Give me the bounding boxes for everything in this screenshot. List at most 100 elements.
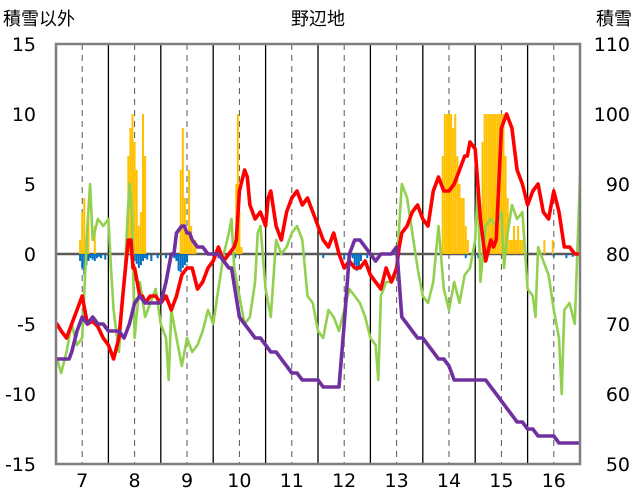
bar-blue — [552, 254, 555, 257]
bar-blue — [81, 254, 84, 268]
bar-blue — [91, 254, 94, 260]
y-tick-left: 0 — [24, 244, 36, 266]
x-tick: 8 — [129, 470, 141, 492]
bar-blue — [95, 254, 98, 259]
bar-blue — [601, 254, 603, 257]
bar-orange — [492, 114, 495, 254]
bar-orange — [131, 114, 134, 254]
bar-blue — [141, 254, 144, 261]
bar-blue — [87, 254, 90, 261]
bar-orange — [83, 198, 86, 254]
bar-orange — [445, 114, 448, 254]
bar-orange — [87, 212, 90, 254]
y-tick-left: -5 — [17, 314, 36, 336]
bar-blue — [477, 254, 480, 259]
bar-orange — [240, 247, 243, 254]
y-tick-right: 110 — [594, 34, 630, 56]
bar-blue — [343, 254, 346, 260]
plot-frame — [54, 42, 582, 466]
bar-blue — [357, 254, 360, 268]
bar-orange — [597, 114, 599, 254]
bar-blue — [183, 254, 186, 266]
bar-blue — [186, 254, 188, 263]
bar-orange — [521, 240, 524, 254]
bar-blue — [100, 254, 103, 259]
bar-orange — [448, 114, 450, 254]
chart-title: 野辺地 — [291, 9, 345, 30]
bar-orange — [93, 226, 96, 254]
bar-blue — [571, 254, 574, 257]
bar-orange — [238, 212, 241, 254]
bar-blue — [83, 254, 86, 275]
bar-blue — [137, 254, 140, 268]
bar-orange — [489, 114, 492, 254]
x-tick: 7 — [76, 470, 88, 492]
bar-orange — [456, 156, 459, 254]
bar-blue — [133, 254, 136, 261]
bar-orange — [133, 142, 136, 254]
y-tick-left: 15 — [12, 34, 36, 56]
bar-blue — [179, 254, 182, 273]
bar-orange — [487, 114, 490, 254]
bar-orange — [512, 226, 515, 254]
bar-orange — [139, 212, 142, 254]
bar-orange — [452, 128, 455, 254]
bar-orange — [144, 156, 147, 254]
bar-blue — [165, 254, 168, 259]
y-tick-left: 5 — [24, 174, 36, 196]
bar-blue — [89, 254, 92, 259]
bar-blue — [173, 254, 176, 259]
bar-orange — [460, 198, 463, 254]
bar-orange — [510, 240, 513, 254]
series-line-purple — [56, 224, 580, 445]
bar-orange — [515, 240, 518, 254]
bar-orange — [517, 226, 520, 254]
bar-blue — [234, 254, 237, 259]
bar-orange — [591, 240, 593, 254]
y-tick-left: 10 — [12, 104, 36, 126]
x-tick: 13 — [385, 470, 409, 492]
bar-blue — [139, 254, 142, 266]
bar-orange — [450, 114, 453, 254]
bar-orange — [466, 240, 469, 254]
y-tick-right: 70 — [606, 314, 630, 336]
bar-blue — [150, 254, 153, 261]
bar-blue — [322, 254, 325, 259]
bar-blue — [97, 254, 100, 257]
bar-orange — [502, 114, 505, 254]
bar-orange — [500, 114, 503, 254]
bar-orange — [188, 170, 191, 254]
series-line-red — [56, 112, 580, 361]
x-tick: 10 — [227, 470, 251, 492]
bar-orange — [595, 142, 597, 254]
bar-orange — [181, 128, 184, 254]
bar-blue — [351, 254, 354, 259]
bar-orange — [458, 184, 461, 254]
bar-orange — [483, 114, 486, 254]
bar-orange — [603, 240, 605, 254]
y-tick-right: 50 — [606, 454, 630, 476]
bar-orange — [141, 114, 144, 254]
bar-orange — [81, 212, 84, 254]
x-tick: 11 — [280, 470, 304, 492]
x-tick: 9 — [181, 470, 193, 492]
bar-orange — [551, 240, 554, 254]
y-tick-right: 60 — [606, 384, 630, 406]
x-tick: 12 — [332, 470, 356, 492]
x-tick: 16 — [542, 470, 566, 492]
bar-orange — [462, 198, 465, 254]
bar-blue — [565, 254, 568, 259]
bar-blue — [79, 254, 82, 261]
bar-blue — [464, 254, 467, 259]
bar-blue — [104, 254, 107, 260]
bar-blue — [366, 254, 369, 259]
bar-orange — [481, 142, 484, 254]
bar-orange — [586, 240, 588, 254]
bar-orange — [504, 156, 507, 254]
bar-orange — [601, 212, 603, 254]
bar-orange — [599, 170, 601, 254]
bar-blue — [355, 254, 358, 271]
bar-orange — [464, 226, 467, 254]
bar-orange — [236, 114, 239, 254]
